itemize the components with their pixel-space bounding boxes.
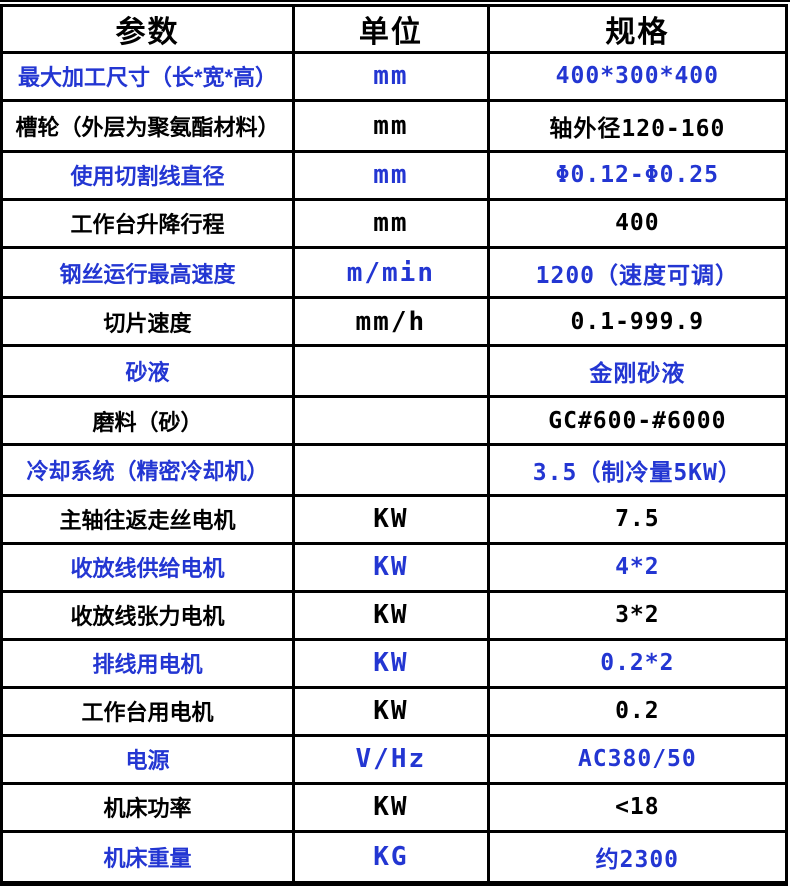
param-cell: 冷却系统（精密冷却机） bbox=[0, 443, 296, 497]
table-row: 切片速度 mm/h 0.1-999.9 bbox=[0, 296, 789, 348]
spec-cell: 0.2 bbox=[486, 685, 789, 737]
spec-table: 参数 单位 规格 最大加工尺寸（长*宽*高） mm 400*300*400 槽轮… bbox=[0, 4, 789, 886]
table-row: 钢丝运行最高速度 m/min 1200（速度可调） bbox=[0, 245, 789, 300]
table-row: 使用切割线直径 mm Φ0.12-Φ0.25 bbox=[0, 149, 789, 201]
unit-cell: KG bbox=[292, 829, 490, 886]
unit-cell: KW bbox=[292, 685, 490, 737]
param-cell: 切片速度 bbox=[0, 296, 296, 348]
spec-cell: AC380/50 bbox=[486, 733, 789, 785]
table-row: 电源 V/Hz AC380/50 bbox=[0, 733, 789, 785]
unit-cell bbox=[292, 443, 490, 497]
table-row: 磨料（砂） GC#600-#6000 bbox=[0, 395, 789, 447]
header-row: 参数 单位 规格 bbox=[0, 4, 789, 54]
table-row: 机床功率 KW <18 bbox=[0, 781, 789, 833]
table-row: 工作台升降行程 mm 400 bbox=[0, 197, 789, 249]
spec-cell: 轴外径120-160 bbox=[486, 98, 789, 153]
table-row: 槽轮（外层为聚氨酯材料） mm 轴外径120-160 bbox=[0, 98, 789, 153]
spec-cell: 400*300*400 bbox=[486, 51, 789, 102]
unit-cell bbox=[292, 395, 490, 447]
table-row: 机床重量 KG 约2300 bbox=[0, 829, 789, 886]
param-cell: 使用切割线直径 bbox=[0, 149, 296, 201]
param-cell: 磨料（砂） bbox=[0, 395, 296, 447]
unit-cell: m/min bbox=[292, 245, 490, 300]
param-cell: 机床功率 bbox=[0, 781, 296, 833]
param-cell: 收放线供给电机 bbox=[0, 541, 296, 593]
col-header-parameter: 参数 bbox=[0, 4, 296, 54]
spec-cell: 3.5（制冷量5KW） bbox=[486, 443, 789, 497]
param-cell: 收放线张力电机 bbox=[0, 589, 296, 641]
col-header-spec: 规格 bbox=[486, 4, 789, 54]
param-cell: 机床重量 bbox=[0, 829, 296, 886]
table-row: 收放线张力电机 KW 3*2 bbox=[0, 589, 789, 641]
unit-cell: KW bbox=[292, 493, 490, 545]
spec-cell: 4*2 bbox=[486, 541, 789, 593]
table-row: 主轴往返走丝电机 KW 7.5 bbox=[0, 493, 789, 545]
unit-cell: mm/h bbox=[292, 296, 490, 348]
spec-cell: 400 bbox=[486, 197, 789, 249]
param-cell: 砂液 bbox=[0, 344, 296, 399]
param-cell: 最大加工尺寸（长*宽*高） bbox=[0, 51, 296, 102]
param-cell: 槽轮（外层为聚氨酯材料） bbox=[0, 98, 296, 153]
param-cell: 排线用电机 bbox=[0, 637, 296, 689]
table-row: 最大加工尺寸（长*宽*高） mm 400*300*400 bbox=[0, 51, 789, 102]
table-row: 冷却系统（精密冷却机） 3.5（制冷量5KW） bbox=[0, 443, 789, 497]
table-row: 收放线供给电机 KW 4*2 bbox=[0, 541, 789, 593]
spec-cell: 3*2 bbox=[486, 589, 789, 641]
unit-cell: V/Hz bbox=[292, 733, 490, 785]
top-rule-line bbox=[0, 0, 790, 2]
spec-cell: <18 bbox=[486, 781, 789, 833]
spec-cell: 金刚砂液 bbox=[486, 344, 789, 399]
unit-cell: KW bbox=[292, 637, 490, 689]
spec-cell: GC#600-#6000 bbox=[486, 395, 789, 447]
unit-cell: KW bbox=[292, 541, 490, 593]
spec-cell: 0.2*2 bbox=[486, 637, 789, 689]
spec-cell: 1200（速度可调） bbox=[486, 245, 789, 300]
unit-cell: KW bbox=[292, 589, 490, 641]
unit-cell: mm bbox=[292, 98, 490, 153]
spec-cell: 约2300 bbox=[486, 829, 789, 886]
table-row: 排线用电机 KW 0.2*2 bbox=[0, 637, 789, 689]
unit-cell: mm bbox=[292, 149, 490, 201]
unit-cell bbox=[292, 344, 490, 399]
col-header-unit: 单位 bbox=[292, 4, 490, 54]
spec-cell: 0.1-999.9 bbox=[486, 296, 789, 348]
param-cell: 主轴往返走丝电机 bbox=[0, 493, 296, 545]
param-cell: 工作台升降行程 bbox=[0, 197, 296, 249]
param-cell: 钢丝运行最高速度 bbox=[0, 245, 296, 300]
unit-cell: mm bbox=[292, 197, 490, 249]
table-row: 工作台用电机 KW 0.2 bbox=[0, 685, 789, 737]
table-row: 砂液 金刚砂液 bbox=[0, 344, 789, 399]
spec-cell: 7.5 bbox=[486, 493, 789, 545]
spec-cell: Φ0.12-Φ0.25 bbox=[486, 149, 789, 201]
param-cell: 工作台用电机 bbox=[0, 685, 296, 737]
param-cell: 电源 bbox=[0, 733, 296, 785]
unit-cell: mm bbox=[292, 51, 490, 102]
unit-cell: KW bbox=[292, 781, 490, 833]
